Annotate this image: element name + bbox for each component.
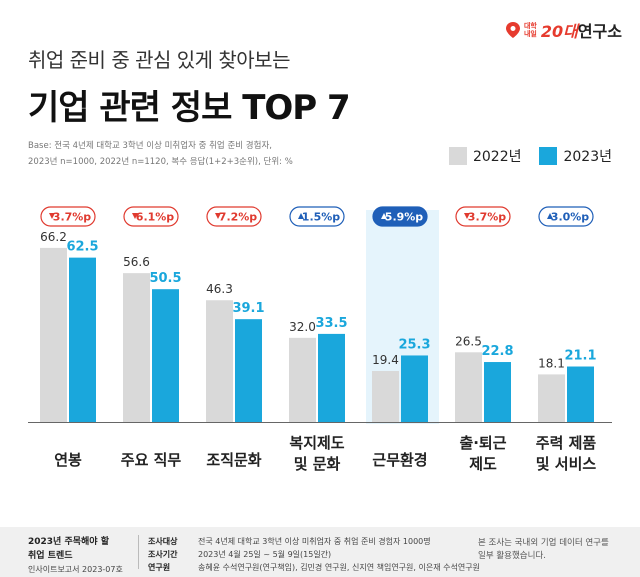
category-label: 조직문화 xyxy=(206,451,261,469)
legend-item-2023: 2023년 xyxy=(539,146,612,166)
change-label: 3.7%p xyxy=(53,211,92,224)
data-label-2022: 26.5 xyxy=(455,334,482,348)
category-label: 및 서비스 xyxy=(536,455,597,473)
data-label-2022: 18.1 xyxy=(538,356,565,370)
location-pin-icon xyxy=(505,22,520,38)
footer-note: 본 조사는 국내외 기업 데이터 연구를 일부 활용했습니다. xyxy=(478,538,609,561)
change-badge xyxy=(123,206,179,227)
bar-2023 xyxy=(484,362,511,422)
arrow-up-icon xyxy=(547,213,553,219)
category-label: 연봉 xyxy=(54,451,82,469)
footer: 2023년 주목해야 할 취업 트렌드 인사이트보고서 2023-07호 조사대… xyxy=(0,527,640,577)
change-badge xyxy=(538,206,594,227)
data-label-2023: 25.3 xyxy=(398,337,430,352)
footer-survey-labels: 조사대상 조사기간 연구원 xyxy=(148,537,178,572)
bar-2023 xyxy=(152,289,179,422)
data-label-2022: 32.0 xyxy=(289,320,316,334)
page-subtitle: 취업 준비 중 관심 있게 찾아보는 xyxy=(28,48,291,72)
bar-2023 xyxy=(567,366,594,422)
data-label-2022: 19.4 xyxy=(372,353,399,367)
bar-chart: 66.262.5 3.7%p 연봉 56.6 50.5 6.1%p 주요 직무 46.3 39.… xyxy=(28,206,612,473)
bar-2023 xyxy=(318,333,345,422)
arrow-down-icon xyxy=(215,213,221,219)
change-label: 5.9%p xyxy=(385,211,424,224)
change-label: 1.5%p xyxy=(302,211,341,224)
change-label: 7.2%p xyxy=(219,211,258,224)
footer-divider xyxy=(138,535,139,569)
brand-logo: 대학 내일 20대연구소 xyxy=(505,18,622,42)
change-label: 3.0%p xyxy=(551,211,590,224)
page-title: 기업 관련 정보 TOP 7 xyxy=(28,88,351,128)
legend-item-2022: 2022년 xyxy=(448,146,521,166)
legend-swatch-2023 xyxy=(539,147,558,165)
change-label: 3.7%p xyxy=(468,211,507,224)
category-label: 제도 xyxy=(469,455,497,473)
brand-small-text: 대학 내일 xyxy=(523,22,537,38)
bar-2022 xyxy=(40,247,67,422)
category-label: 및 문화 xyxy=(294,455,341,473)
arrow-down-icon xyxy=(49,213,55,219)
bar-2022 xyxy=(206,300,233,422)
data-label-2022: 56.6 xyxy=(123,255,150,269)
data-label-2023: 22.8 xyxy=(481,344,513,359)
base-note: Base: 전국 4년제 대학교 3학년 이상 미취업자 중 취업 준비 경험자… xyxy=(28,141,293,167)
category-label: 주력 제품 xyxy=(536,434,597,452)
category-label: 주요 직무 xyxy=(121,451,182,469)
legend-swatch-2022 xyxy=(448,147,467,165)
data-label-2022: 66.2 xyxy=(40,230,67,244)
brand-name: 20대연구소 xyxy=(540,22,622,41)
footer-report-info: 2023년 주목해야 할 취업 트렌드 인사이트보고서 2023-07호 xyxy=(28,537,123,574)
data-label-2022: 46.3 xyxy=(206,282,233,296)
bar-2022 xyxy=(455,352,482,422)
footer-survey-values: 전국 4년제 대학교 3학년 이상 미취업자 중 취업 준비 경험자 1000명… xyxy=(198,537,480,572)
arrow-up-icon xyxy=(298,213,304,219)
bar-2023 xyxy=(235,319,262,422)
change-badge xyxy=(40,206,96,227)
category-label: 복지제도 xyxy=(289,434,344,452)
data-label-2023: 33.5 xyxy=(315,316,347,331)
data-label-2023: 21.1 xyxy=(564,349,596,364)
change-badge xyxy=(455,206,511,227)
bar-2023 xyxy=(401,355,428,422)
arrow-down-icon xyxy=(132,213,138,219)
change-label: 6.1%p xyxy=(136,211,175,224)
change-badge xyxy=(372,206,428,227)
chart-legend: 2022년 2023년 xyxy=(448,146,612,166)
data-label-2023: 39.1 xyxy=(232,301,264,316)
data-label-2023: 62.5 xyxy=(66,240,98,255)
category-label: 근무환경 xyxy=(372,451,427,469)
bar-2022 xyxy=(123,273,150,422)
arrow-up-icon xyxy=(381,213,387,219)
change-badge xyxy=(206,206,262,227)
bar-2023 xyxy=(69,257,96,422)
category-label: 출·퇴근 xyxy=(459,434,506,452)
change-badge xyxy=(289,206,345,227)
bar-2022 xyxy=(289,337,316,422)
bar-2022 xyxy=(538,374,565,422)
arrow-down-icon xyxy=(464,213,470,219)
bar-2022 xyxy=(372,370,399,422)
data-label-2023: 50.5 xyxy=(149,271,181,286)
